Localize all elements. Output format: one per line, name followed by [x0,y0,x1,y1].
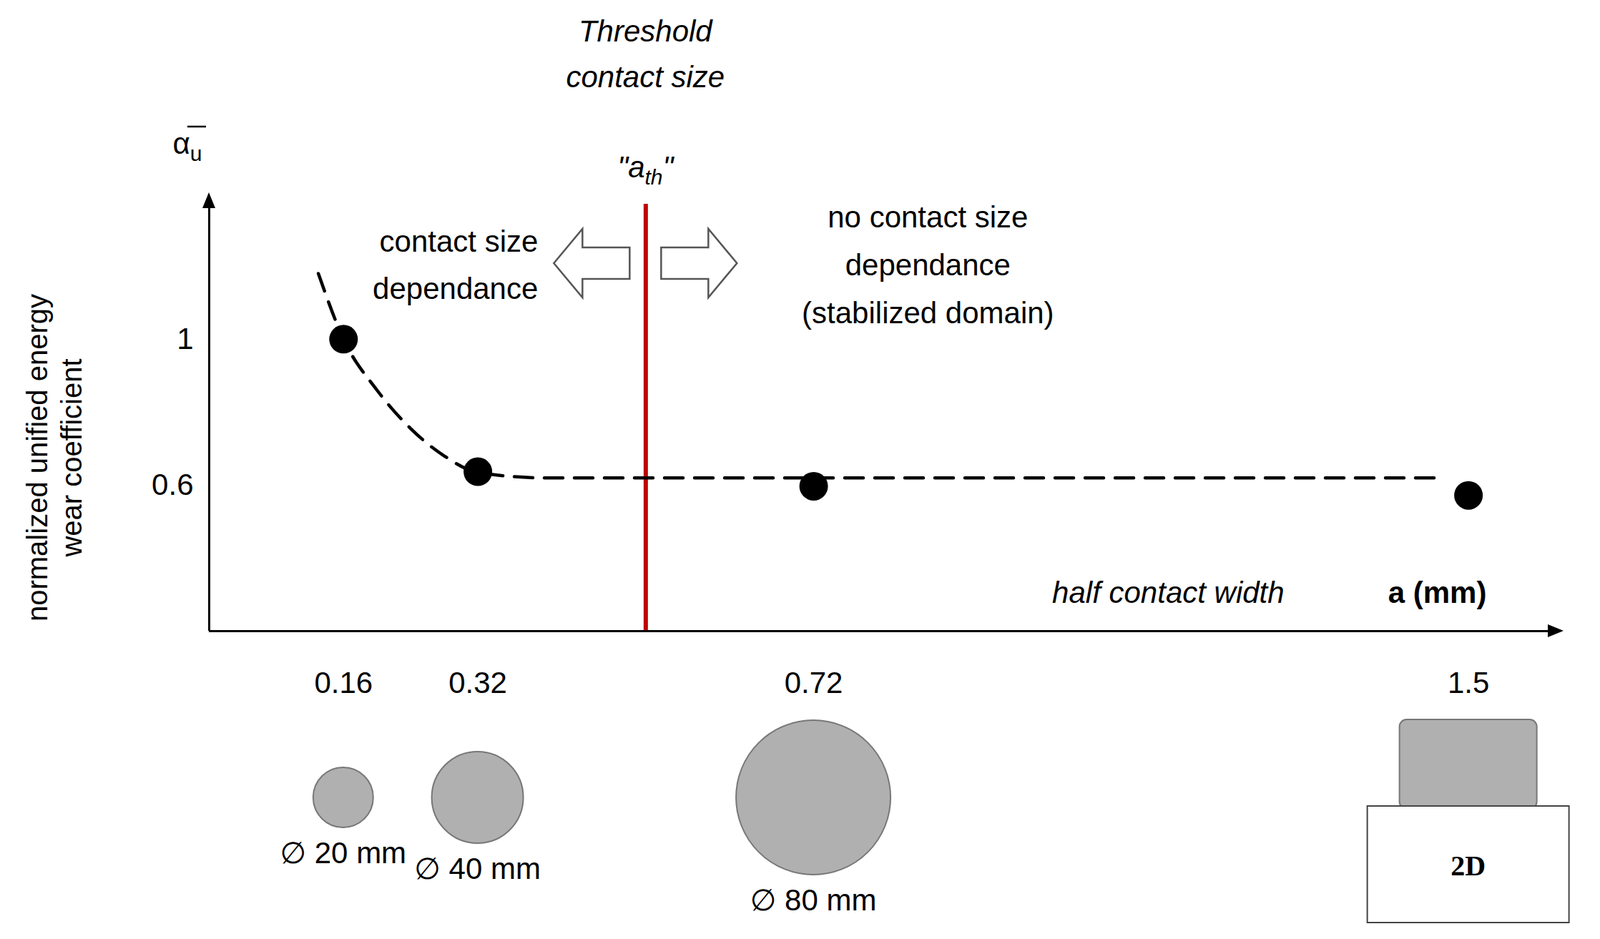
svg-text:wear coefficient: wear coefficient [55,358,88,558]
svg-text:(stabilized domain): (stabilized domain) [801,296,1055,330]
svg-text:contact size: contact size [379,224,539,259]
svg-text:0.72: 0.72 [784,665,844,700]
svg-text:0.16: 0.16 [313,665,373,700]
svg-text:no contact size: no contact size [827,200,1028,234]
svg-text:0.6: 0.6 [151,467,194,502]
svg-text:∅ 40 mm: ∅ 40 mm [414,851,541,886]
svg-text:normalized unified energy: normalized unified energy [21,293,53,622]
svg-text:a (mm): a (mm) [1388,575,1487,610]
svg-text:contact size: contact size [565,60,725,94]
svg-text:αu: αu [173,126,203,166]
svg-text:∅ 80 mm: ∅ 80 mm [750,883,877,917]
svg-text:dependance: dependance [845,248,1011,282]
svg-text:dependance: dependance [372,271,538,306]
svg-text:"ath": "ath" [617,150,675,189]
svg-text:Threshold: Threshold [578,14,714,48]
svg-text:0.32: 0.32 [448,665,508,700]
svg-text:1.5: 1.5 [1447,665,1490,700]
svg-text:1: 1 [176,321,194,356]
svg-text:half contact width: half contact width [1052,575,1285,610]
svg-text:2D: 2D [1450,849,1486,882]
svg-text:∅ 20 mm: ∅ 20 mm [279,836,407,870]
